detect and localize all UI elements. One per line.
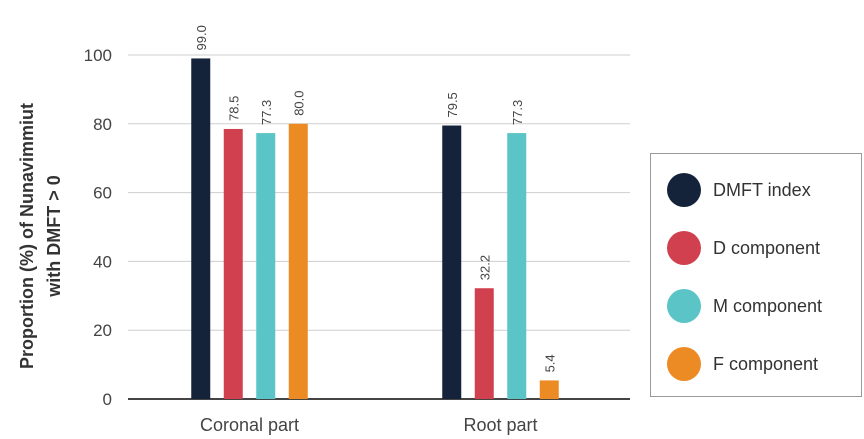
legend-label-m: M component — [713, 295, 823, 316]
legend-item-dmft: DMFT index — [667, 172, 811, 208]
bar — [288, 123, 308, 400]
y-tick-labels: 0 20 40 60 80 100 — [84, 46, 112, 409]
x-tick-label: Root part — [463, 415, 537, 435]
data-labels: 99.0 78.5 77.3 80.0 79.5 32.2 77.3 5.4 — [194, 25, 558, 372]
y-axis-label-line2: with DMFT > 0 — [44, 175, 64, 298]
bars — [191, 58, 559, 400]
legend-item-m: M component — [667, 288, 822, 324]
y-tick-label: 60 — [93, 184, 112, 203]
y-tick-label: 100 — [84, 46, 112, 65]
legend-swatch-m — [667, 289, 701, 323]
data-label: 99.0 — [194, 25, 209, 50]
legend-item-d: D component — [667, 230, 820, 266]
bar — [442, 125, 462, 400]
legend-item-f: F component — [667, 346, 818, 382]
y-tick-label: 0 — [103, 390, 112, 409]
data-label: 78.5 — [226, 96, 241, 121]
data-label: 5.4 — [542, 354, 557, 372]
bar — [539, 380, 559, 399]
data-label: 77.3 — [510, 100, 525, 125]
legend-swatch-dmft — [667, 173, 701, 207]
legend-label-dmft: DMFT index — [713, 179, 811, 200]
bar — [223, 128, 243, 399]
legend-swatch-d — [667, 231, 701, 265]
y-axis-label-line1: Proportion (%) of Nunavimmiut — [17, 103, 37, 369]
legend-swatch-f — [667, 347, 701, 381]
legend-label-f: F component — [713, 353, 819, 374]
bar — [507, 133, 527, 399]
y-tick-label: 80 — [93, 115, 112, 134]
x-tick-label: Coronal part — [200, 415, 299, 435]
bar — [191, 58, 211, 399]
legend-label-d: D component — [713, 237, 821, 258]
data-label: 79.5 — [445, 92, 460, 117]
data-label: 80.0 — [291, 90, 306, 115]
bar — [474, 288, 494, 399]
y-tick-label: 20 — [93, 321, 112, 340]
data-label: 77.3 — [259, 100, 274, 125]
bar — [256, 133, 276, 399]
data-label: 32.2 — [477, 255, 492, 280]
y-tick-label: 40 — [93, 252, 112, 271]
legend: DMFT index D component M component F com… — [650, 153, 862, 397]
x-tick-labels: Coronal part Root part — [200, 415, 538, 435]
